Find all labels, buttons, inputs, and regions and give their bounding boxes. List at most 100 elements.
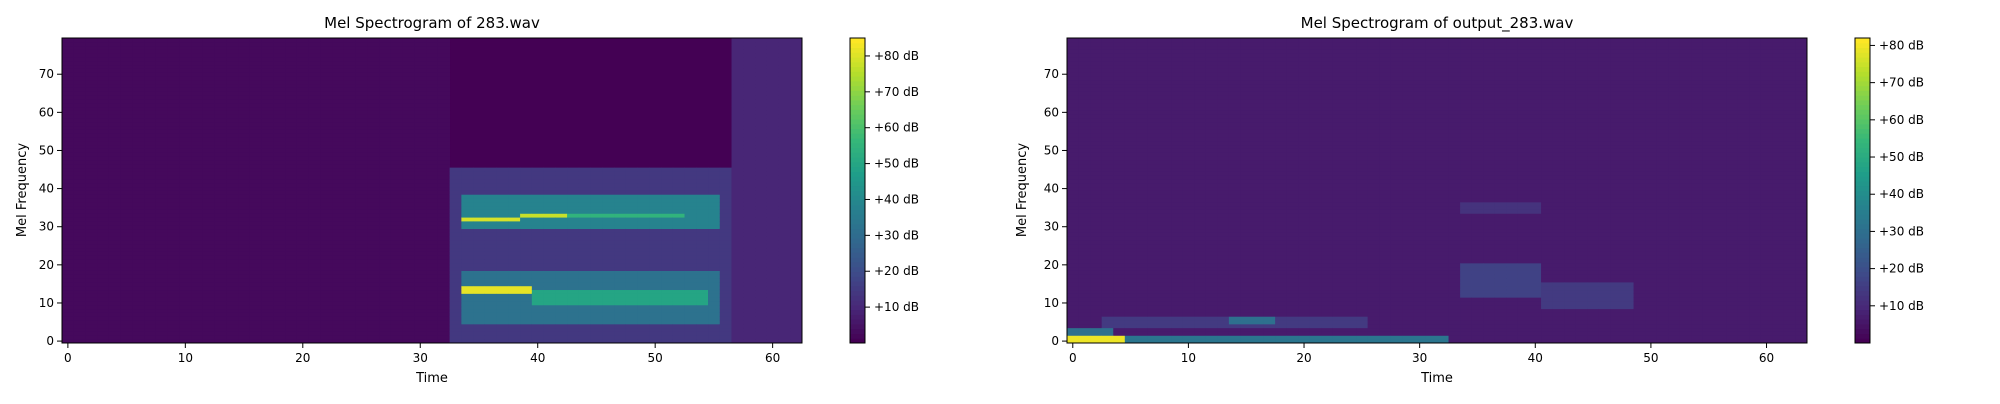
heatmap-cell — [168, 95, 180, 99]
heatmap-cell — [297, 236, 309, 240]
heatmap-cell — [591, 309, 603, 313]
heatmap-cell — [356, 141, 368, 145]
heatmap-cell — [779, 225, 791, 229]
heatmap-cell — [309, 164, 321, 168]
heatmap-cell — [62, 213, 74, 217]
heatmap-cell — [755, 229, 767, 233]
heatmap-cell — [685, 183, 697, 187]
heatmap-cell — [156, 38, 168, 42]
heatmap-cell — [132, 91, 144, 95]
heatmap-cell — [743, 202, 755, 206]
heatmap-cell — [109, 244, 121, 248]
heatmap-cell — [297, 332, 309, 336]
heatmap-cell — [450, 210, 462, 214]
heatmap-cell — [614, 335, 626, 339]
heatmap-cell — [85, 244, 97, 248]
heatmap-cell — [732, 191, 744, 195]
heatmap-cell — [379, 301, 391, 305]
heatmap-cell — [426, 72, 438, 76]
heatmap-cell — [367, 91, 379, 95]
heatmap-cell — [297, 164, 309, 168]
heatmap-cell — [144, 198, 156, 202]
heatmap-cell — [544, 248, 556, 252]
heatmap-cell — [1148, 164, 1160, 168]
heatmap-cell — [767, 217, 779, 221]
heatmap-cell — [285, 61, 297, 65]
heatmap-cell — [344, 95, 356, 99]
heatmap-cell — [461, 316, 473, 320]
heatmap-cell — [85, 198, 97, 202]
heatmap-cell — [109, 194, 121, 198]
heatmap-cell — [685, 206, 697, 210]
heatmap-cell — [1136, 69, 1148, 73]
heatmap-cell — [309, 76, 321, 80]
heatmap-cell — [121, 191, 133, 195]
heatmap-cell — [379, 240, 391, 244]
heatmap-cell — [638, 198, 650, 202]
heatmap-cell — [450, 305, 462, 309]
heatmap-cell — [720, 252, 732, 256]
heatmap-cell — [1148, 110, 1160, 114]
heatmap-cell — [1113, 232, 1125, 236]
heatmap-cell — [320, 76, 332, 80]
heatmap-cell — [450, 259, 462, 263]
heatmap-cell — [485, 305, 497, 309]
heatmap-cell — [649, 320, 661, 324]
heatmap-cell — [297, 84, 309, 88]
heatmap-cell — [485, 271, 497, 275]
heatmap-cell — [1067, 240, 1079, 244]
heatmap-cell — [144, 313, 156, 317]
heatmap-cell — [238, 156, 250, 160]
heatmap-cell — [62, 91, 74, 95]
heatmap-cell — [779, 53, 791, 57]
heatmap-cell — [320, 107, 332, 111]
heatmap-cell — [97, 194, 109, 198]
heatmap-cell — [755, 137, 767, 141]
heatmap-cell — [614, 179, 626, 183]
heatmap-cell — [74, 130, 86, 134]
heatmap-cell — [1079, 274, 1091, 278]
heatmap-cell — [649, 271, 661, 275]
heatmap-cell — [74, 259, 86, 263]
heatmap-cell — [97, 95, 109, 99]
heatmap-cell — [156, 206, 168, 210]
heatmap-cell — [273, 160, 285, 164]
heatmap-cell — [356, 69, 368, 73]
heatmap-cell — [297, 171, 309, 175]
heatmap-cell — [403, 316, 415, 320]
heatmap-cell — [356, 194, 368, 198]
heatmap-cell — [708, 232, 720, 236]
heatmap-cell — [732, 252, 744, 256]
heatmap-cell — [520, 255, 532, 259]
heatmap-cell — [262, 328, 274, 332]
heatmap-cell — [309, 149, 321, 153]
heatmap-cell — [626, 244, 638, 248]
heatmap-cell — [179, 309, 191, 313]
heatmap-cell — [1102, 290, 1114, 294]
heatmap-cell — [414, 293, 426, 297]
heatmap-cell — [579, 225, 591, 229]
heatmap-cell — [732, 194, 744, 198]
heatmap-cell — [508, 198, 520, 202]
heatmap-cell — [191, 255, 203, 259]
heatmap-cell — [473, 297, 485, 301]
colorbar-segment — [850, 267, 865, 272]
heatmap-cell — [320, 217, 332, 221]
heatmap-cell — [579, 263, 591, 267]
heatmap-cell — [544, 171, 556, 175]
heatmap-cell — [767, 133, 779, 137]
heatmap-cell — [121, 49, 133, 53]
heatmap-cell — [74, 69, 86, 73]
heatmap-cell — [1079, 221, 1091, 225]
heatmap-cell — [473, 332, 485, 336]
heatmap-cell — [450, 244, 462, 248]
heatmap-cell — [532, 198, 544, 202]
heatmap-cell — [238, 236, 250, 240]
heatmap-cell — [626, 240, 638, 244]
heatmap-cell — [555, 332, 567, 336]
heatmap-cell — [320, 198, 332, 202]
heatmap-cell — [109, 263, 121, 267]
heatmap-cell — [62, 271, 74, 275]
heatmap-cell — [720, 168, 732, 172]
heatmap-cell — [497, 293, 509, 297]
